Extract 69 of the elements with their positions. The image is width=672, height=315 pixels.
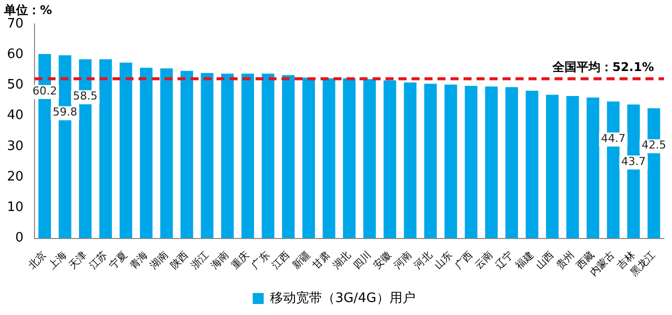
- x-tick-label: 江西: [270, 249, 292, 272]
- data-label: 60.2: [32, 84, 57, 98]
- bar: [322, 78, 336, 238]
- bar: [200, 72, 214, 238]
- bar: [464, 86, 478, 238]
- y-tick-label: 70: [6, 16, 24, 32]
- x-tick-label: 重庆: [229, 249, 252, 272]
- x-tick-label: 海南: [208, 249, 232, 272]
- bar: [424, 84, 437, 238]
- bar: [526, 90, 538, 238]
- x-tick-label: 四川: [350, 249, 374, 272]
- bar: [282, 75, 295, 238]
- bar: [566, 96, 579, 238]
- y-tick-label: 60: [6, 46, 24, 62]
- x-tick-label: 湖北: [330, 249, 354, 272]
- x-tick-label: 贵州: [554, 249, 577, 272]
- x-tick-label: 北京: [26, 249, 49, 272]
- bar: [546, 94, 559, 238]
- y-tick-label: 40: [6, 108, 24, 124]
- bar: [241, 74, 254, 238]
- x-tick-label: 河北: [412, 249, 434, 272]
- data-label: 44.7: [600, 132, 626, 145]
- x-tick-label: 云南: [472, 249, 496, 272]
- bar: [505, 87, 518, 238]
- bar: [180, 70, 194, 238]
- x-tick-label: 天津: [66, 249, 90, 272]
- bar: [384, 80, 396, 238]
- bar: [404, 82, 416, 238]
- bar: [302, 78, 315, 238]
- text: 单位：%: [4, 2, 52, 18]
- data-label: 58.5: [73, 90, 98, 103]
- y-tick-label: 30: [6, 138, 24, 154]
- bar: [444, 84, 458, 238]
- x-tick-label: 福建: [513, 249, 536, 272]
- x-tick-label: 甘肃: [310, 249, 333, 272]
- x-tick-label: 辽宁: [493, 249, 516, 272]
- bar: [262, 74, 274, 238]
- x-tick-label: 浙江: [188, 249, 212, 272]
- x-tick-label: 陕西: [168, 249, 191, 272]
- data-label: 59.8: [52, 106, 78, 119]
- y-tick-label: 50: [6, 78, 24, 93]
- bar: [120, 62, 132, 238]
- data-label: 43.7: [621, 154, 646, 168]
- x-tick-label: 青海: [128, 249, 150, 272]
- bar: [363, 79, 376, 238]
- ref-line-label: 全国平均：52.1%: [551, 60, 654, 74]
- x-tick-label: 河南: [392, 249, 414, 272]
- x-tick-label: 山东: [432, 249, 455, 272]
- x-tick-label: 广西: [452, 249, 476, 272]
- x-tick-label: 湖南: [148, 249, 170, 272]
- y-tick-label: 20: [6, 169, 24, 184]
- bar: [99, 59, 112, 238]
- data-label: 42.5: [642, 138, 666, 152]
- bar: [586, 97, 600, 238]
- bar: [160, 68, 173, 238]
- y-tick-label: 10: [6, 200, 24, 216]
- x-tick-label: 宁夏: [107, 249, 130, 272]
- bar: [140, 68, 153, 238]
- x-tick-label: 广东: [249, 249, 272, 272]
- x-tick-label: 安徽: [371, 249, 394, 272]
- y-tick-label: 0: [15, 230, 24, 246]
- x-tick-label: 新疆: [290, 249, 313, 272]
- legend-label: 移动宽带（3G/4G）用户: [270, 290, 416, 306]
- x-tick-label: 上海: [46, 249, 69, 272]
- x-tick-label: 江苏: [86, 249, 110, 272]
- bar: [485, 86, 498, 238]
- x-tick-label: 山西: [534, 249, 556, 272]
- bar: [221, 74, 234, 238]
- bar: [342, 78, 356, 238]
